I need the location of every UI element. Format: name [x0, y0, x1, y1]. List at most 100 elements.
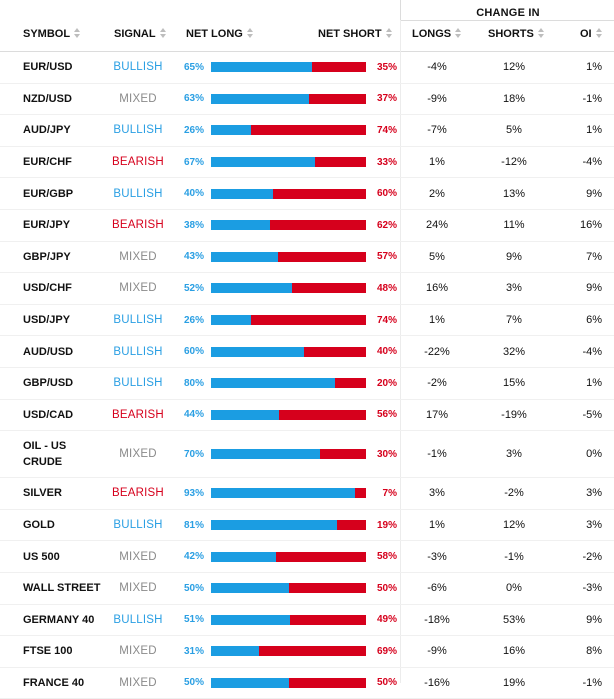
change-oi-value: -3%: [582, 582, 602, 595]
symbol-link[interactable]: SILVER: [23, 487, 62, 500]
net-long-fill: [211, 614, 291, 625]
col-oi-header[interactable]: OI: [580, 28, 603, 40]
col-longs-header[interactable]: LONGS: [412, 28, 462, 40]
table-row[interactable]: WALL STREET MIXED 50% 50% -6% 0% -3%: [0, 573, 614, 605]
table-row[interactable]: SILVER BEARISH 93% 7% 3% -2% 3%: [0, 478, 614, 510]
net-short-value: 33%: [376, 156, 397, 168]
signal-label: MIXED: [119, 550, 157, 563]
net-long-value: 65%: [183, 61, 204, 73]
change-shorts-value: -2%: [504, 487, 524, 500]
col-net-long-header[interactable]: NET LONG: [186, 28, 254, 40]
symbol-link[interactable]: FTSE 100: [23, 645, 73, 658]
symbol-link[interactable]: EUR/JPY: [23, 219, 71, 232]
change-longs-value: 24%: [425, 219, 449, 232]
col-symbol-label: SYMBOL: [23, 28, 71, 40]
symbol-link[interactable]: EUR/USD: [23, 61, 73, 74]
symbol-link[interactable]: USD/CAD: [23, 408, 74, 421]
signal-label: MIXED: [119, 582, 157, 595]
table-row[interactable]: OIL - US CRUDE MIXED 70% 30% -1% 3% 0%: [0, 431, 614, 479]
symbol-link[interactable]: GBP/JPY: [23, 250, 71, 263]
table-row[interactable]: USD/JPY BULLISH 26% 74% 1% 7% 6%: [0, 305, 614, 337]
change-oi-value: 1%: [586, 61, 602, 74]
symbol-link[interactable]: AUD/USD: [23, 345, 74, 358]
col-oi-label: OI: [580, 28, 592, 40]
net-short-value: 49%: [376, 614, 397, 626]
change-shorts-value: -1%: [504, 550, 524, 563]
symbol-link[interactable]: AUD/JPY: [23, 124, 71, 137]
net-short-value: 57%: [376, 251, 397, 263]
table-row[interactable]: AUD/JPY BULLISH 26% 74% -7% 5% 1%: [0, 115, 614, 147]
table-row[interactable]: EUR/JPY BEARISH 38% 62% 24% 11% 16%: [0, 210, 614, 242]
signal-label: BEARISH: [112, 219, 164, 232]
change-longs-value: 17%: [425, 408, 449, 421]
net-long-value: 51%: [183, 614, 204, 626]
column-divider: [400, 20, 401, 683]
col-signal-label: SIGNAL: [114, 28, 156, 40]
symbol-link[interactable]: GBP/USD: [23, 377, 74, 390]
table-row[interactable]: USD/CAD BEARISH 44% 56% 17% -19% -5%: [0, 400, 614, 432]
table-body: EUR/USD BULLISH 65% 35% -4% 12% 1% NZD/USD MIXED…: [0, 52, 614, 699]
change-longs-value: -9%: [427, 92, 447, 105]
col-net-long-label: NET LONG: [186, 28, 243, 40]
net-long-value: 70%: [183, 448, 204, 460]
sort-icon: [595, 28, 603, 39]
sentiment-bar: [211, 551, 366, 562]
change-in-label: CHANGE IN: [476, 7, 540, 19]
net-short-value: 7%: [382, 487, 397, 499]
symbol-link[interactable]: USD/CHF: [23, 282, 72, 295]
symbol-link[interactable]: US 500: [23, 550, 60, 563]
net-short-value: 30%: [376, 448, 397, 460]
change-shorts-value: -19%: [501, 408, 527, 421]
change-oi-value: 3%: [586, 487, 602, 500]
change-longs-value: -22%: [424, 345, 450, 358]
symbol-link[interactable]: USD/JPY: [23, 314, 71, 327]
change-oi-value: 9%: [586, 613, 602, 626]
symbol-link[interactable]: GERMANY 40: [23, 613, 95, 626]
net-long-fill: [211, 346, 304, 357]
change-oi-value: -4%: [582, 156, 602, 169]
col-symbol-header[interactable]: SYMBOL: [23, 28, 81, 40]
table-row[interactable]: EUR/USD BULLISH 65% 35% -4% 12% 1%: [0, 52, 614, 84]
symbol-link[interactable]: WALL STREET: [23, 582, 101, 595]
sentiment-bar: [211, 583, 366, 594]
net-long-value: 31%: [183, 645, 204, 657]
signal-label: BULLISH: [113, 345, 163, 358]
table-row[interactable]: USD/CHF MIXED 52% 48% 16% 3% 9%: [0, 273, 614, 305]
table-row[interactable]: FTSE 100 MIXED 31% 69% -9% 16% 8%: [0, 636, 614, 668]
table-row[interactable]: GERMANY 40 BULLISH 51% 49% -18% 53% 9%: [0, 605, 614, 637]
table-row[interactable]: GOLD BULLISH 81% 19% 1% 12% 3%: [0, 510, 614, 542]
net-short-value: 74%: [376, 124, 397, 136]
change-shorts-value: 15%: [502, 377, 526, 390]
change-shorts-value: 9%: [506, 250, 522, 263]
change-shorts-value: 18%: [502, 92, 526, 105]
net-long-fill: [211, 188, 273, 199]
signal-label: MIXED: [119, 645, 157, 658]
table-row[interactable]: EUR/GBP BULLISH 40% 60% 2% 13% 9%: [0, 178, 614, 210]
sentiment-bar: [211, 220, 366, 231]
net-short-value: 37%: [376, 93, 397, 105]
table-row[interactable]: GBP/JPY MIXED 43% 57% 5% 9% 7%: [0, 242, 614, 274]
table-row[interactable]: EUR/CHF BEARISH 67% 33% 1% -12% -4%: [0, 147, 614, 179]
col-signal-header[interactable]: SIGNAL: [114, 28, 167, 40]
symbol-link[interactable]: EUR/CHF: [23, 156, 72, 169]
net-short-value: 74%: [376, 314, 397, 326]
net-long-value: 63%: [183, 93, 204, 105]
table-row[interactable]: GBP/USD BULLISH 80% 20% -2% 15% 1%: [0, 368, 614, 400]
net-short-value: 60%: [376, 188, 397, 200]
symbol-link[interactable]: GOLD: [23, 519, 55, 532]
change-shorts-value: -12%: [501, 156, 527, 169]
col-net-short-header[interactable]: NET SHORT: [318, 28, 393, 40]
table-row[interactable]: US 500 MIXED 42% 58% -3% -1% -2%: [0, 541, 614, 573]
sentiment-bar: [211, 315, 366, 326]
table-row[interactable]: NZD/USD MIXED 63% 37% -9% 18% -1%: [0, 84, 614, 116]
symbol-link[interactable]: OIL - US CRUDE: [23, 440, 67, 469]
signal-label: MIXED: [119, 250, 157, 263]
table-row[interactable]: AUD/USD BULLISH 60% 40% -22% 32% -4%: [0, 336, 614, 368]
symbol-link[interactable]: EUR/GBP: [23, 187, 74, 200]
table-row[interactable]: FRANCE 40 MIXED 50% 50% -16% 19% -1%: [0, 668, 614, 699]
change-longs-value: 1%: [429, 519, 445, 532]
change-oi-value: 3%: [586, 519, 602, 532]
symbol-link[interactable]: NZD/USD: [23, 92, 72, 105]
signal-label: BEARISH: [112, 156, 164, 169]
col-shorts-header[interactable]: SHORTS: [488, 28, 545, 40]
